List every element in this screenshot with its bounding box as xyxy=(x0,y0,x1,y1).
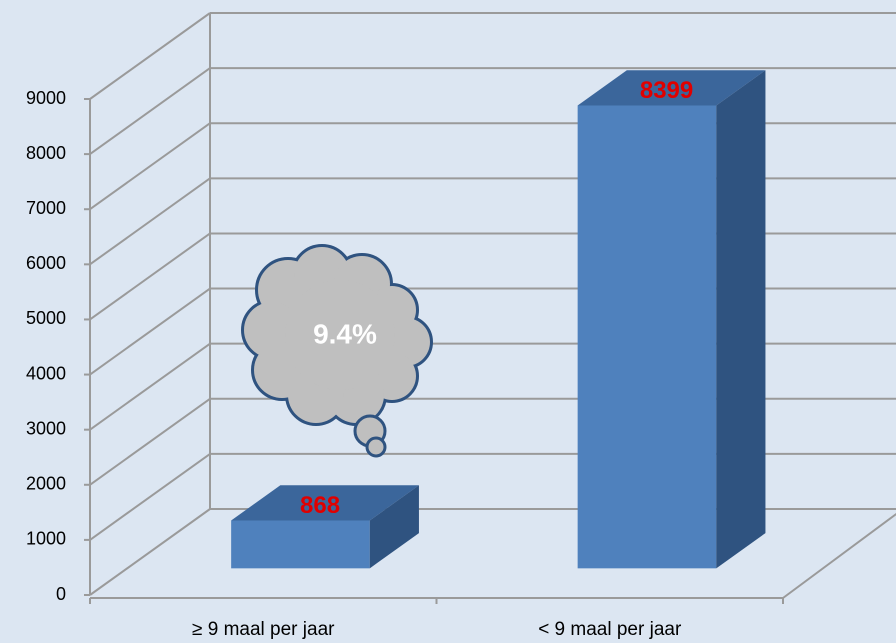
y-tick-label: 1000 xyxy=(26,529,66,549)
grid-line xyxy=(89,67,211,155)
thought-cloud: 9.4% xyxy=(241,244,433,458)
y-tick-label: 2000 xyxy=(26,474,66,494)
grid-line xyxy=(89,122,211,211)
y-tick-label: 9000 xyxy=(26,88,66,108)
bar-top xyxy=(231,485,419,521)
y-tick-label: 8000 xyxy=(26,143,66,163)
bar-front xyxy=(231,520,370,569)
grid-line xyxy=(89,12,211,100)
y-tick-label: 7000 xyxy=(26,198,66,218)
grid-line xyxy=(89,453,211,541)
grid-line xyxy=(89,508,211,596)
y-tick-label: 6000 xyxy=(26,253,66,273)
x-tick-label: < 9 maal per jaar xyxy=(538,619,682,640)
grid-line xyxy=(89,287,211,376)
grid-line xyxy=(89,177,211,266)
grid-line xyxy=(89,342,211,431)
x-tick-label: ≥ 9 maal per jaar xyxy=(192,619,335,640)
annotation: 9.4% xyxy=(313,318,377,349)
value-label: 8399 xyxy=(640,77,693,104)
value-label: 868 xyxy=(300,492,340,519)
y-tick-label: 5000 xyxy=(26,308,66,328)
bar-side xyxy=(369,485,419,569)
bar-layer: 868 8399 xyxy=(231,70,766,569)
grid-layer: 0 1000 2000 3000 4000 5000 6000 7000 8000 9000 ≥ 9… xyxy=(26,12,896,640)
floor-right xyxy=(782,512,896,599)
y-tick-label: 0 xyxy=(56,584,66,604)
grid-line xyxy=(89,397,211,486)
grid-line xyxy=(89,232,211,321)
y-tick-label: 4000 xyxy=(26,363,66,383)
bar-side xyxy=(716,70,766,569)
y-tick-label: 3000 xyxy=(26,418,66,438)
bar-front xyxy=(577,105,717,569)
bar-top xyxy=(577,70,766,106)
